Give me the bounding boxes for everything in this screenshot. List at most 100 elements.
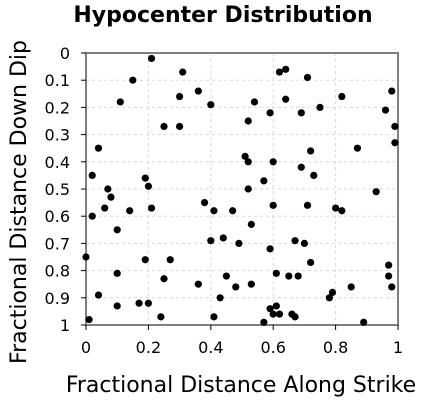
y-tick-label: 0.3 <box>45 126 70 145</box>
data-point <box>385 261 393 269</box>
data-point <box>291 313 299 321</box>
data-point <box>219 234 227 242</box>
chart-title: Hypocenter Distribution <box>73 3 372 28</box>
data-point <box>244 158 252 166</box>
data-point <box>269 201 277 209</box>
data-point <box>338 207 346 215</box>
data-point <box>272 269 280 277</box>
data-point <box>113 269 121 277</box>
data-point <box>94 144 103 152</box>
data-point <box>229 207 237 215</box>
data-point <box>275 310 284 318</box>
y-tick-label: 0.5 <box>45 180 70 199</box>
data-point <box>176 92 184 101</box>
data-point <box>126 207 134 215</box>
data-point <box>210 313 218 321</box>
data-point <box>360 318 368 326</box>
data-point <box>260 177 268 185</box>
data-point <box>113 226 121 234</box>
data-point <box>328 288 337 296</box>
y-tick-label: 0.2 <box>45 98 70 117</box>
data-point <box>338 92 346 101</box>
data-point <box>232 283 240 291</box>
y-tick-label: 0.1 <box>45 71 70 90</box>
data-point <box>88 171 96 179</box>
data-point <box>372 188 380 196</box>
data-point <box>266 305 274 313</box>
data-point <box>316 103 324 111</box>
data-point <box>391 122 399 131</box>
y-tick-label: 0 <box>60 44 70 63</box>
x-axis-label: Fractional Distance Along Strike <box>66 373 416 398</box>
y-tick-label: 1 <box>60 316 70 335</box>
data-point <box>210 207 218 215</box>
data-point <box>116 98 124 106</box>
data-point <box>291 237 299 245</box>
data-point <box>141 174 149 182</box>
data-point <box>85 315 93 324</box>
data-point <box>179 68 187 76</box>
data-point <box>266 245 274 253</box>
y-tick-label: 0.6 <box>45 207 70 226</box>
y-tick-label: 0.7 <box>45 234 70 253</box>
data-point <box>207 101 215 109</box>
data-point <box>235 239 243 247</box>
data-point <box>285 272 293 280</box>
data-point <box>303 73 312 82</box>
x-tick-label: 0.4 <box>198 338 223 357</box>
data-point <box>241 152 249 160</box>
data-point <box>244 185 252 193</box>
x-tick-label: 1 <box>393 338 403 357</box>
data-point <box>82 253 90 261</box>
axis-ticks: 0 0.2 0.4 0.6 0.8 100.10.20.30.40.50.60.70.80… <box>45 44 404 357</box>
data-point <box>147 204 156 212</box>
data-point <box>88 212 96 220</box>
data-point <box>260 318 268 326</box>
data-point <box>332 204 340 212</box>
data-point <box>144 299 152 307</box>
grid-lines <box>85 52 399 326</box>
x-tick-label: 0 <box>81 338 91 357</box>
y-tick-label: 0.9 <box>45 289 70 308</box>
data-point <box>303 201 312 209</box>
data-point <box>388 87 396 95</box>
data-point <box>381 106 390 114</box>
data-points <box>82 54 399 326</box>
data-point <box>247 220 255 228</box>
data-point <box>353 144 362 152</box>
data-point <box>250 98 259 106</box>
data-point <box>297 109 305 117</box>
x-tick-label: 0.2 <box>136 338 161 357</box>
data-point <box>307 147 315 155</box>
data-point <box>200 199 209 207</box>
data-point <box>247 280 255 288</box>
data-point <box>104 185 112 193</box>
y-axis-label: Fractional Distance Down Dip <box>7 40 32 364</box>
data-point <box>135 299 143 307</box>
data-point <box>307 258 315 267</box>
data-point <box>282 95 290 103</box>
y-tick-label: 0.8 <box>45 262 70 281</box>
data-point <box>141 256 149 264</box>
data-point <box>269 310 277 318</box>
x-tick-label: 0.8 <box>323 338 348 357</box>
data-point <box>269 158 277 166</box>
data-point <box>107 193 115 201</box>
data-point <box>160 275 168 283</box>
data-point <box>282 65 290 73</box>
data-point <box>160 122 168 131</box>
data-point <box>207 237 215 245</box>
data-point <box>294 272 302 280</box>
data-point <box>194 87 202 95</box>
data-point <box>194 280 202 288</box>
data-point <box>216 294 224 302</box>
data-point <box>272 302 280 310</box>
data-point <box>157 313 165 321</box>
data-point <box>297 163 305 171</box>
data-point <box>388 283 396 291</box>
data-point <box>275 68 284 76</box>
y-tick-label: 0.4 <box>45 153 70 172</box>
data-point <box>244 117 252 125</box>
data-point <box>325 294 333 302</box>
